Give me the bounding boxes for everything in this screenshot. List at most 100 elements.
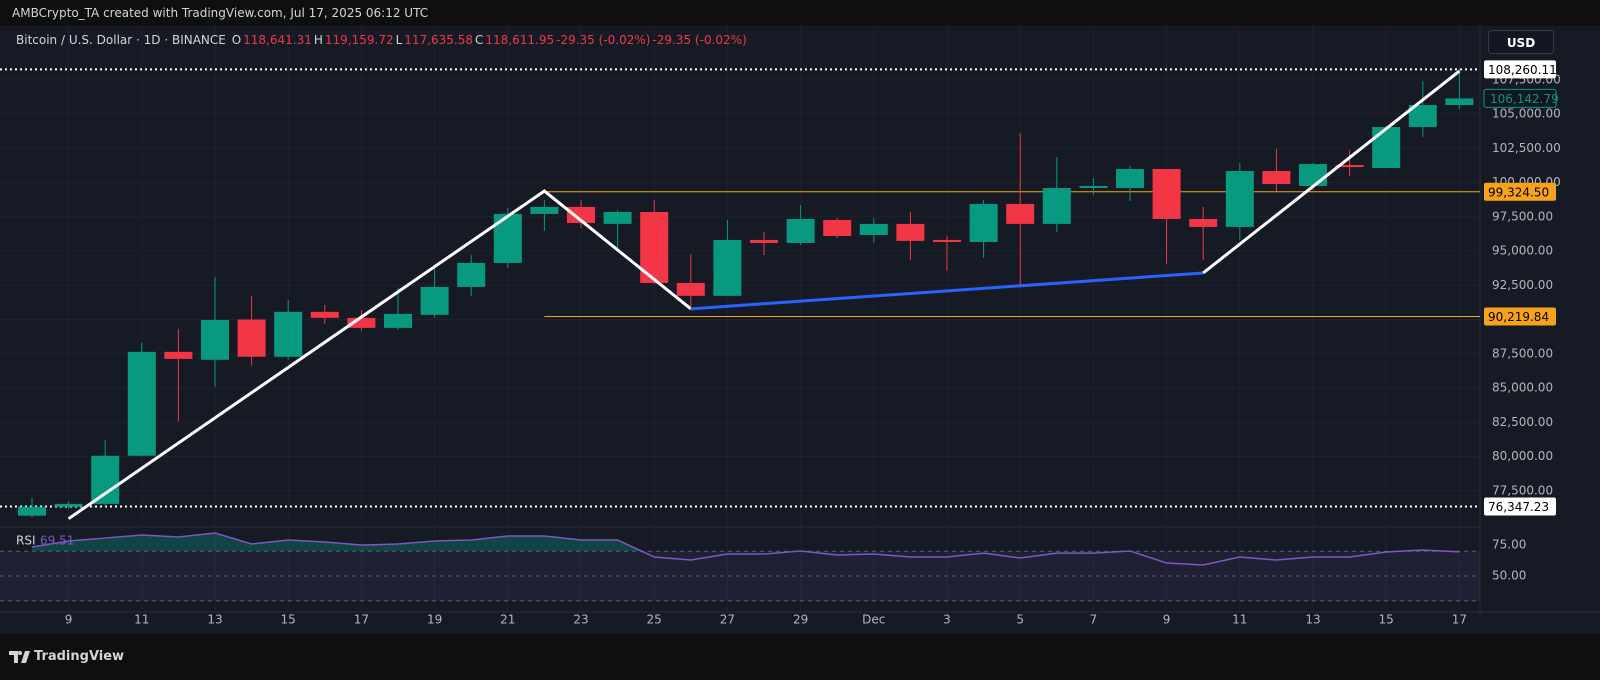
candle-body: [1445, 98, 1474, 106]
y-tick-label: 75.00: [1492, 538, 1526, 552]
candle-body: [201, 319, 229, 360]
brand: TradingView: [34, 649, 125, 664]
y-tick-label: 105,000.00: [1492, 107, 1561, 121]
x-tick-label: 29: [793, 613, 808, 627]
x-tick-label: 23: [573, 613, 588, 627]
candle-body: [127, 351, 156, 456]
candle-body: [1189, 218, 1218, 227]
y-tick-label: 92,500.00: [1492, 278, 1553, 292]
x-tick-label: 3: [943, 613, 951, 627]
x-tick-label: 21: [500, 613, 515, 627]
y-tick-label: 50.00: [1492, 569, 1526, 583]
candle-body: [750, 239, 778, 243]
y-tick-label: 97,500.00: [1492, 209, 1553, 223]
trendline: [690, 271, 1204, 311]
candle-body: [1225, 171, 1254, 227]
candle-body: [18, 506, 46, 516]
candle-body: [1408, 105, 1437, 128]
candle-body: [384, 313, 412, 328]
candle-body: [54, 503, 83, 507]
trendline: [67, 189, 692, 520]
x-tick-label: 15: [1379, 613, 1394, 627]
candle-body: [1262, 171, 1291, 185]
x-tick-label: 27: [720, 613, 735, 627]
x-tick-label: 9: [65, 613, 73, 627]
last-price-label: 106,142.79: [1490, 92, 1559, 106]
ohlc: O 118,641.31 H 119,159.72 L 117,635.58 C 118,61…: [232, 33, 749, 47]
x-tick-label: 11: [1232, 613, 1247, 627]
price-label: 90,219.84: [1488, 310, 1549, 324]
candle-body: [310, 311, 339, 318]
candle-body: [530, 206, 559, 214]
rsi-value: 69.51: [40, 534, 74, 548]
candle-body: [969, 203, 998, 242]
x-tick-label: 13: [1305, 613, 1320, 627]
plot-background: [0, 26, 1600, 634]
price-label-box: [1484, 497, 1556, 516]
candle-body: [91, 455, 120, 504]
x-tick-label: 13: [207, 613, 222, 627]
ohlc-key: L: [395, 33, 403, 47]
ohlc-value: 117,635.58: [404, 33, 474, 47]
candle-body: [237, 319, 266, 357]
candle-body: [823, 219, 852, 236]
ohlc-key: C: [475, 33, 484, 47]
watermark: AMBCrypto_TA created with TradingView.co…: [0, 0, 1600, 26]
candle-body: [1335, 165, 1364, 168]
candle-body: [420, 286, 449, 315]
y-tick-label: 95,000.00: [1492, 244, 1553, 258]
candle-body: [933, 239, 961, 242]
candle-body: [347, 317, 376, 328]
candle-body: [567, 206, 595, 223]
ohlc-value: 118,611.95: [485, 33, 555, 47]
y-tick-label: 85,000.00: [1492, 381, 1553, 395]
ohlc-value: 118,641.31: [243, 33, 312, 47]
y-tick-label: 80,000.00: [1492, 449, 1553, 463]
candle-body: [1372, 127, 1401, 169]
ohlc-value: 119,159.72: [324, 33, 394, 47]
candle-body: [786, 218, 815, 243]
change: -29.35 (-0.02%): [652, 33, 747, 47]
candle-body: [713, 239, 742, 296]
candle-body: [1116, 168, 1144, 189]
x-tick-label: 25: [647, 613, 662, 627]
candle-body: [1079, 185, 1108, 189]
legend: Bitcoin / U.S. Dollar · 1D · BINANCE O 11…: [16, 33, 751, 47]
x-tick-label: 15: [281, 613, 296, 627]
x-tick-label: 19: [427, 613, 442, 627]
x-tick-label: 5: [1016, 613, 1024, 627]
footer: TradingView: [0, 634, 1600, 680]
y-tick-label: 82,500.00: [1492, 415, 1553, 429]
price-label: 99,324.50: [1488, 185, 1549, 199]
overbought-fill: [32, 532, 1460, 552]
candle-body: [676, 282, 705, 296]
candle-body: [274, 311, 303, 357]
candle-body: [1152, 168, 1181, 219]
price-label-box: [1484, 60, 1556, 79]
rsi-line: [31, 532, 1460, 566]
candle-body: [164, 351, 193, 359]
x-tick-label: 7: [1090, 613, 1098, 627]
x-tick-label: 17: [1452, 613, 1467, 627]
price-label: 108,260.11: [1488, 63, 1557, 77]
price-label-box: [1484, 307, 1556, 326]
x-tick-label: Dec: [862, 613, 885, 627]
price-label: 76,347.23: [1488, 500, 1549, 514]
symbol: Bitcoin / U.S. Dollar · 1D · BINANCE: [16, 33, 226, 47]
candle-body: [896, 223, 925, 241]
price-label-box: [1484, 182, 1556, 201]
x-tick-label: 9: [1163, 613, 1171, 627]
last-price-box: [1483, 88, 1557, 108]
candle-body: [859, 223, 888, 236]
trendline: [1202, 69, 1461, 275]
candle-body: [603, 211, 632, 224]
x-tick-label: 11: [134, 613, 149, 627]
ohlc-key: H: [313, 33, 323, 47]
currency-button[interactable]: USD: [1488, 30, 1554, 54]
y-tick-label: 87,500.00: [1492, 346, 1553, 360]
y-tick-label: 102,500.00: [1492, 141, 1561, 155]
candle-body: [457, 262, 486, 287]
logo: [9, 651, 30, 663]
